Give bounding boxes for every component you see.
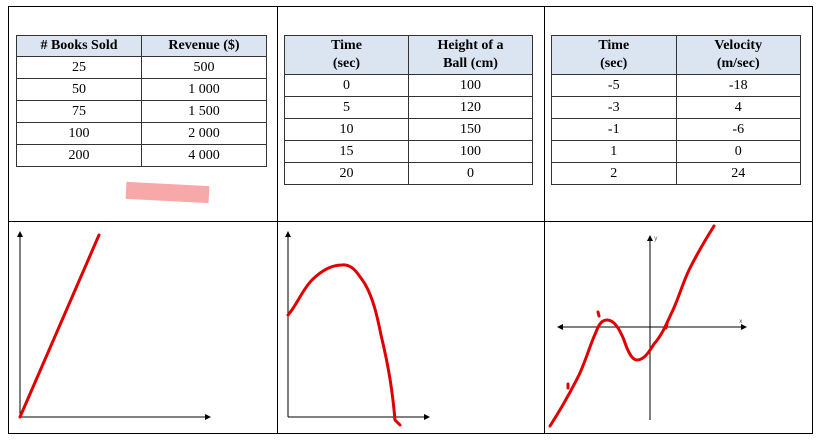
ball-height-graph xyxy=(285,231,430,427)
table-cell: -18 xyxy=(675,74,801,97)
table-cell: 75 xyxy=(16,100,142,123)
column-header: # Books Sold xyxy=(16,35,142,57)
table-row: 25 500 xyxy=(16,56,267,79)
table-cell: 100 xyxy=(408,140,533,163)
ink-mark xyxy=(596,310,601,318)
table-row: -3 4 xyxy=(551,96,801,119)
table-cell: 2 xyxy=(551,162,677,185)
table-row: -5 -18 xyxy=(551,74,801,97)
table-cell: 0 xyxy=(675,140,801,163)
velocity-curve xyxy=(548,224,716,428)
column-header: Height of a Ball (cm) xyxy=(408,35,533,75)
books-revenue-table: # Books Sold Revenue ($) 25 500 50 1 000 7… xyxy=(16,35,267,167)
table-cell: 200 xyxy=(16,144,142,167)
table-cell: 5 xyxy=(284,96,409,119)
table-cell: 150 xyxy=(408,118,533,141)
table-cell: 120 xyxy=(408,96,533,119)
table-cell: 24 xyxy=(675,162,801,185)
table-cell: 100 xyxy=(16,122,142,145)
table-cell: 15 xyxy=(284,140,409,163)
table-cell: 1 000 xyxy=(141,78,267,101)
velocity-graph: y x xyxy=(548,224,747,428)
table-row: 50 1 000 xyxy=(16,78,267,101)
column-header: Velocity (m/sec) xyxy=(675,35,801,75)
table-cell: -3 xyxy=(551,96,677,119)
grid-divider xyxy=(544,7,545,433)
table-cell: -1 xyxy=(551,118,677,141)
table-cell: 0 xyxy=(408,162,533,185)
ball-height-table: Time (sec) Height of a Ball (cm) 0 100 5 120… xyxy=(284,35,533,185)
table-cell: 25 xyxy=(16,56,142,79)
table-cell: 100 xyxy=(408,74,533,97)
table-cell: 4 xyxy=(675,96,801,119)
worksheet-grid xyxy=(8,6,813,434)
y-axis-label: y xyxy=(654,235,658,242)
table-row: 10 150 xyxy=(284,118,533,141)
table-cell: 0 xyxy=(284,74,409,97)
table-cell: 50 xyxy=(16,78,142,101)
table-row: 20 0 xyxy=(284,162,533,185)
table-cell: 10 xyxy=(284,118,409,141)
table-cell: 20 xyxy=(284,162,409,185)
table-row: 200 4 000 xyxy=(16,144,267,167)
table-cell: 1 xyxy=(551,140,677,163)
linear-graph xyxy=(17,231,211,420)
column-header: Time (sec) xyxy=(551,35,677,75)
table-cell: -5 xyxy=(551,74,677,97)
table-cell: 1 500 xyxy=(141,100,267,123)
table-row: 5 120 xyxy=(284,96,533,119)
linear-curve xyxy=(18,233,101,419)
height-curve xyxy=(286,263,402,427)
table-row: 75 1 500 xyxy=(16,100,267,123)
ink-mark xyxy=(664,322,669,330)
column-header: Revenue ($) xyxy=(141,35,267,57)
table-row: 2 24 xyxy=(551,162,801,185)
table-cell: -6 xyxy=(675,118,801,141)
table-cell: 2 000 xyxy=(141,122,267,145)
grid-divider xyxy=(277,7,278,433)
table-row: 0 100 xyxy=(284,74,533,97)
table-row: -1 -6 xyxy=(551,118,801,141)
table-cell: 500 xyxy=(141,56,267,79)
velocity-table: Time (sec) Velocity (m/sec) -5 -18 -3 4 -1 -6… xyxy=(551,35,801,185)
column-header: Time (sec) xyxy=(284,35,409,75)
table-cell: 4 000 xyxy=(141,144,267,167)
x-axis-label: x xyxy=(739,318,743,325)
table-row: 15 100 xyxy=(284,140,533,163)
table-row: 100 2 000 xyxy=(16,122,267,145)
grid-divider xyxy=(9,221,812,222)
